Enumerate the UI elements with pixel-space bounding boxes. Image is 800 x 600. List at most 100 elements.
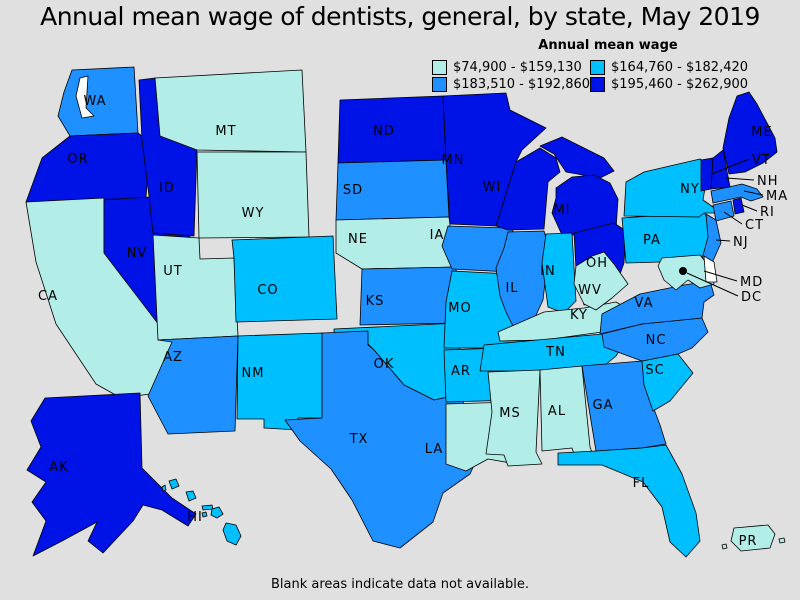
state-NM[interactable] xyxy=(236,332,323,431)
state-HI[interactable] xyxy=(168,478,180,490)
legend-grid: $74,900 - $159,130 $164,760 - $182,420 $18… xyxy=(432,60,792,92)
state-WY[interactable] xyxy=(196,151,310,239)
state-label-MO: MO xyxy=(448,301,471,316)
leader-line-NH xyxy=(725,177,755,181)
state-PR[interactable] xyxy=(730,524,776,552)
state-MS[interactable] xyxy=(485,369,543,467)
state-label-TN: TN xyxy=(545,345,566,360)
state-FL[interactable] xyxy=(557,444,701,558)
state-label-AL: AL xyxy=(548,404,566,419)
state-label-VA: VA xyxy=(635,296,654,311)
chart-title: Annual mean wage of dentists, general, b… xyxy=(40,2,760,31)
state-ME[interactable] xyxy=(722,91,778,175)
legend-item: $164,760 - $182,420 xyxy=(590,60,784,75)
state-HI[interactable] xyxy=(201,511,208,518)
state-CT[interactable] xyxy=(712,200,735,222)
state-label-PR: PR xyxy=(739,534,758,549)
state-MA[interactable] xyxy=(710,183,764,204)
state-callout-label-MD: MD xyxy=(740,275,763,290)
state-WI[interactable] xyxy=(495,147,561,231)
state-callout-label-NH: NH xyxy=(757,174,779,189)
state-CO[interactable] xyxy=(231,235,338,323)
state-label-GA: GA xyxy=(593,398,614,413)
legend: Annual mean wage $74,900 - $159,130 $164,… xyxy=(432,38,792,92)
state-MI[interactable] xyxy=(539,136,615,179)
legend-swatch xyxy=(590,77,605,92)
state-HI[interactable] xyxy=(201,504,214,511)
state-label-WV: WV xyxy=(578,283,602,298)
state-label-NM: NM xyxy=(242,366,265,381)
state-MT[interactable] xyxy=(154,69,307,153)
leader-line-RI xyxy=(741,204,758,212)
state-label-SC: SC xyxy=(645,363,664,378)
legend-swatch xyxy=(432,60,447,75)
dc-marker-dot[interactable] xyxy=(679,267,687,275)
state-label-LA: LA xyxy=(425,442,443,457)
state-HI[interactable] xyxy=(222,522,242,546)
state-label-ND: ND xyxy=(373,124,395,139)
state-label-AR: AR xyxy=(451,364,471,379)
state-callout-label-VT: VT xyxy=(752,153,771,168)
state-label-FL: FL xyxy=(633,476,650,491)
state-label-MS: MS xyxy=(499,406,520,421)
footnote: Blank areas indicate data not available. xyxy=(271,577,529,592)
state-callout-label-DC: DC xyxy=(741,290,762,305)
state-label-OK: OK xyxy=(374,357,395,372)
state-label-OR: OR xyxy=(67,152,88,167)
state-NH[interactable] xyxy=(710,149,731,190)
state-label-PA: PA xyxy=(643,233,661,248)
state-label-WA: WA xyxy=(83,94,106,109)
state-HI[interactable] xyxy=(161,484,167,492)
state-label-IL: IL xyxy=(505,281,518,296)
state-label-SD: SD xyxy=(343,183,363,198)
water-inlet xyxy=(75,75,95,119)
legend-item: $195,460 - $262,900 xyxy=(590,77,784,92)
state-label-CO: CO xyxy=(257,283,278,298)
legend-label: $195,460 - $262,900 xyxy=(611,77,749,92)
state-label-NY: NY xyxy=(680,182,700,197)
state-callout-label-MA: MA xyxy=(766,189,788,204)
legend-label: $74,900 - $159,130 xyxy=(453,60,582,75)
state-label-AZ: AZ xyxy=(163,350,183,365)
state-OR[interactable] xyxy=(25,132,151,203)
state-RI[interactable] xyxy=(732,197,745,215)
state-WV[interactable] xyxy=(573,251,629,311)
state-label-ME: ME xyxy=(751,125,772,140)
state-label-IA: IA xyxy=(430,228,445,243)
leader-line-MD xyxy=(703,270,738,282)
state-callout-label-NJ: NJ xyxy=(733,235,749,250)
state-callout-label-RI: RI xyxy=(760,205,775,220)
islet xyxy=(778,537,786,544)
state-DE-no-data[interactable] xyxy=(703,255,718,283)
state-UT[interactable] xyxy=(152,234,239,341)
state-label-KS: KS xyxy=(366,294,385,309)
state-TX[interactable] xyxy=(284,330,483,549)
legend-item: $74,900 - $159,130 xyxy=(432,60,590,75)
legend-label: $183,510 - $192,860 xyxy=(453,77,591,92)
state-label-WI: WI xyxy=(483,180,502,195)
islet xyxy=(721,543,728,550)
leader-line-MA xyxy=(743,190,764,196)
state-VA[interactable] xyxy=(599,280,715,335)
state-MN[interactable] xyxy=(442,92,547,227)
state-label-WY: WY xyxy=(242,206,265,221)
state-callout-label-CT: CT xyxy=(745,218,764,233)
state-label-ID: ID xyxy=(159,181,175,196)
state-AK[interactable] xyxy=(26,392,197,557)
state-label-NE: NE xyxy=(348,232,368,247)
state-label-MN: MN xyxy=(442,153,465,168)
state-label-UT: UT xyxy=(163,264,182,279)
state-label-MI: MI xyxy=(553,203,570,218)
state-label-NV: NV xyxy=(127,246,148,261)
state-HI[interactable] xyxy=(185,490,197,502)
state-HI[interactable] xyxy=(210,506,224,519)
state-label-IN: IN xyxy=(540,264,556,279)
state-label-NC: NC xyxy=(646,333,667,348)
state-label-AK: AK xyxy=(49,460,68,475)
state-label-TX: TX xyxy=(349,432,369,447)
leader-line-VT xyxy=(711,158,750,175)
state-label-HI: HI xyxy=(187,510,203,525)
legend-item: $183,510 - $192,860 xyxy=(432,77,590,92)
state-label-CA: CA xyxy=(38,289,58,304)
